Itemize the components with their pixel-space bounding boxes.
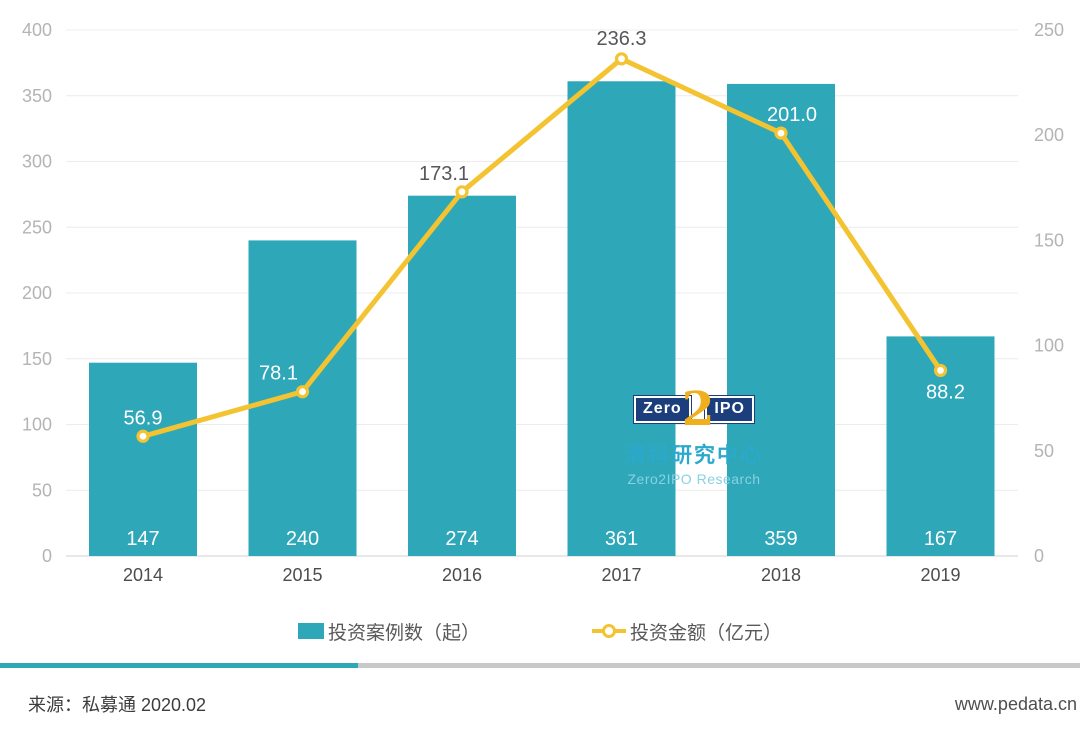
line-marker-2014[interactable]	[136, 429, 150, 443]
logo-zero-box: Zero	[634, 395, 691, 423]
divider-gray-segment	[358, 663, 1080, 668]
left-axis-tick-200: 200	[22, 283, 52, 303]
right-axis-tick-250: 250	[1034, 20, 1064, 40]
combo-chart: 1472014240201527420163612017359201816720…	[22, 20, 1064, 585]
x-axis-label-2019: 2019	[920, 565, 960, 585]
logo-ipo-box: IPO	[705, 395, 754, 423]
line-value-label-2017: 236.3	[596, 28, 646, 50]
bar-value-label-2014: 147	[126, 528, 159, 550]
legend-item-bar-series[interactable]: 投资案例数（起）	[297, 618, 480, 645]
left-axis-tick-400: 400	[22, 20, 52, 40]
legend-label-bar-series: 投资案例数（起）	[327, 622, 480, 644]
bar-value-label-2017: 361	[605, 528, 638, 550]
bar-2017[interactable]	[567, 81, 676, 556]
right-axis-tick-200: 200	[1034, 125, 1064, 145]
line-series-dot-icon	[602, 624, 616, 638]
line-value-label-2019: 88.2	[926, 381, 965, 403]
left-axis-tick-150: 150	[22, 349, 52, 369]
x-axis-label-2015: 2015	[282, 565, 322, 585]
left-axis-tick-300: 300	[22, 152, 52, 172]
x-axis-label-2016: 2016	[442, 565, 482, 585]
bar-value-label-2019: 167	[924, 528, 957, 550]
right-axis-tick-50: 50	[1034, 441, 1054, 461]
right-axis-tick-150: 150	[1034, 230, 1064, 250]
divider-teal-segment	[0, 663, 358, 668]
line-value-label-2018: 201.0	[767, 104, 817, 126]
data-source-text: 来源：私募通 2020.02	[28, 695, 207, 715]
website-link[interactable]: www.pedata.cn	[954, 693, 1077, 714]
zero2ipo-logo: Zero 2 IPO 清科研究中心 Zero2IPO Research	[621, 386, 767, 487]
line-marker-2017[interactable]	[614, 52, 629, 66]
bar-series-swatch-icon	[297, 623, 324, 639]
legend-label-line-series: 投资金额（亿元）	[630, 622, 783, 644]
bar-2018[interactable]	[727, 83, 835, 556]
footer-divider	[0, 663, 1080, 668]
line-value-label-2015: 78.1	[259, 363, 298, 385]
line-series-marker-icon	[592, 624, 626, 638]
logo-chinese-name: 清科研究中心	[625, 444, 763, 467]
line-marker-2015[interactable]	[295, 385, 310, 399]
line-value-label-2016: 173.1	[419, 163, 469, 185]
bar-2014[interactable]	[89, 362, 197, 556]
left-axis-tick-350: 350	[22, 86, 52, 106]
left-axis-tick-250: 250	[22, 217, 52, 237]
x-axis-label-2018: 2018	[761, 565, 801, 585]
line-marker-2018[interactable]	[774, 126, 788, 140]
line-marker-2016[interactable]	[455, 185, 469, 199]
amount-line	[140, 56, 943, 439]
left-axis-tick-0: 0	[42, 546, 52, 566]
bar-value-label-2015: 240	[286, 528, 319, 550]
right-axis-tick-100: 100	[1034, 336, 1064, 356]
bar-2016[interactable]	[408, 195, 516, 556]
line-value-label-2014: 56.9	[124, 407, 163, 429]
chart-legend: 投资案例数（起） 投资金额（亿元）	[0, 613, 1080, 649]
left-axis-tick-50: 50	[32, 480, 52, 500]
right-axis-tick-0: 0	[1034, 546, 1044, 566]
logo-two-numeral: 2	[681, 381, 715, 437]
logo-english-name: Zero2IPO Research	[627, 471, 761, 487]
bar-value-label-2016: 274	[445, 528, 478, 550]
legend-item-line-series[interactable]: 投资金额（亿元）	[592, 618, 782, 645]
x-axis-label-2014: 2014	[123, 565, 163, 585]
line-marker-2019[interactable]	[933, 363, 948, 378]
logo-wordmark: Zero 2 IPO	[634, 381, 754, 437]
left-axis-tick-100: 100	[22, 415, 52, 435]
x-axis-label-2017: 2017	[601, 565, 641, 585]
footer: 来源：私募通 2020.02 www.pedata.cn	[0, 691, 1080, 717]
bar-value-label-2018: 359	[764, 528, 797, 550]
